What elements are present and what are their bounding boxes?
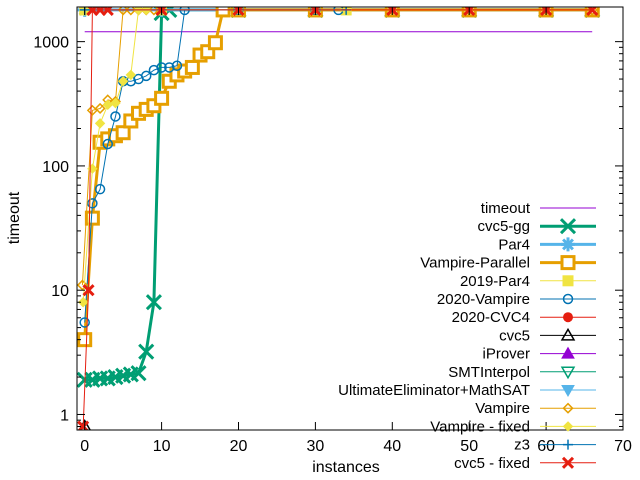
data-point xyxy=(154,90,170,106)
legend-label: Vampire xyxy=(475,400,530,417)
data-point xyxy=(207,35,223,51)
data-point xyxy=(102,138,114,150)
legend-label: cvc5 - fixed xyxy=(454,455,530,472)
data-point xyxy=(171,60,183,71)
data-point xyxy=(586,7,599,16)
x-tick-label: 30 xyxy=(306,438,324,455)
x-tick-label: 20 xyxy=(230,438,248,455)
y-tick-label: 100 xyxy=(42,159,69,176)
legend-label: UltimateEliminator+MathSAT xyxy=(338,382,530,399)
x-tick-label: 40 xyxy=(383,438,401,455)
data-point xyxy=(145,294,162,311)
legend-marker xyxy=(561,346,575,359)
legend-marker xyxy=(560,366,576,380)
legend-label: Par4 xyxy=(498,236,530,253)
data-point xyxy=(148,7,160,16)
data-point xyxy=(117,7,129,16)
legend-marker xyxy=(563,439,573,450)
data-point xyxy=(156,62,167,73)
legend-marker xyxy=(561,456,575,469)
legend-label: 2019-Par4 xyxy=(460,273,530,290)
data-point xyxy=(94,102,106,115)
legend-marker xyxy=(562,421,574,432)
data-point xyxy=(87,198,98,209)
y-tick-label: 10 xyxy=(51,283,69,300)
data-point xyxy=(82,284,95,297)
data-point xyxy=(79,317,90,328)
data-point xyxy=(101,7,114,16)
axes-layer: 0 10 20 30 40 50 60 70 1 10 100 1000 xyxy=(33,6,632,455)
y-tick-label: 1000 xyxy=(33,35,69,52)
legend-label: cvc5 xyxy=(499,327,530,344)
data-point xyxy=(117,76,129,87)
series-line xyxy=(82,9,593,427)
y-axis-title: timeout xyxy=(6,191,23,244)
data-point xyxy=(77,297,89,308)
plot-frame xyxy=(76,6,624,431)
legend-label: Vampire-Parallel xyxy=(420,255,530,272)
legend-marker xyxy=(562,275,574,287)
data-point xyxy=(110,97,121,109)
data-point xyxy=(110,111,121,122)
legend-label: z3 xyxy=(514,437,530,454)
data-point xyxy=(115,125,131,141)
data-point xyxy=(133,7,144,16)
legend-marker xyxy=(559,218,577,235)
legend-marker xyxy=(560,255,576,271)
legend-marker xyxy=(560,327,576,341)
legend-label: Vampire - fixed xyxy=(430,418,530,435)
x-tick-label: 10 xyxy=(153,438,171,455)
data-point xyxy=(138,343,155,360)
data-point xyxy=(184,59,200,75)
data-point xyxy=(125,69,137,81)
legend-label: cvc5-gg xyxy=(477,218,530,235)
y-tick-label: 1 xyxy=(60,407,69,424)
x-axis-title: instances xyxy=(312,459,380,476)
legend-label: SMTInterpol xyxy=(448,364,530,381)
data-point xyxy=(77,279,88,291)
x-tick-label: 60 xyxy=(537,438,555,455)
legend-label: iProver xyxy=(482,346,530,363)
x-tick-label: 70 xyxy=(614,438,632,455)
legend-marker xyxy=(563,312,573,323)
data-point xyxy=(141,7,152,16)
legend-label: timeout xyxy=(481,200,531,217)
data-point xyxy=(164,62,175,73)
legend-marker xyxy=(561,385,575,398)
data-point xyxy=(94,118,106,129)
legend-marker xyxy=(562,293,574,305)
x-tick-label: 0 xyxy=(80,438,89,455)
data-point xyxy=(130,365,147,382)
data-point xyxy=(125,7,137,16)
legend-label: 2020-Vampire xyxy=(437,291,530,308)
legend-label: 2020-CVC4 xyxy=(452,309,530,326)
data-point xyxy=(84,210,100,226)
data-point xyxy=(140,70,152,82)
legend-marker xyxy=(561,237,575,252)
legend-marker xyxy=(562,402,574,414)
x-tick-label: 50 xyxy=(460,438,478,455)
data-point xyxy=(94,183,106,195)
